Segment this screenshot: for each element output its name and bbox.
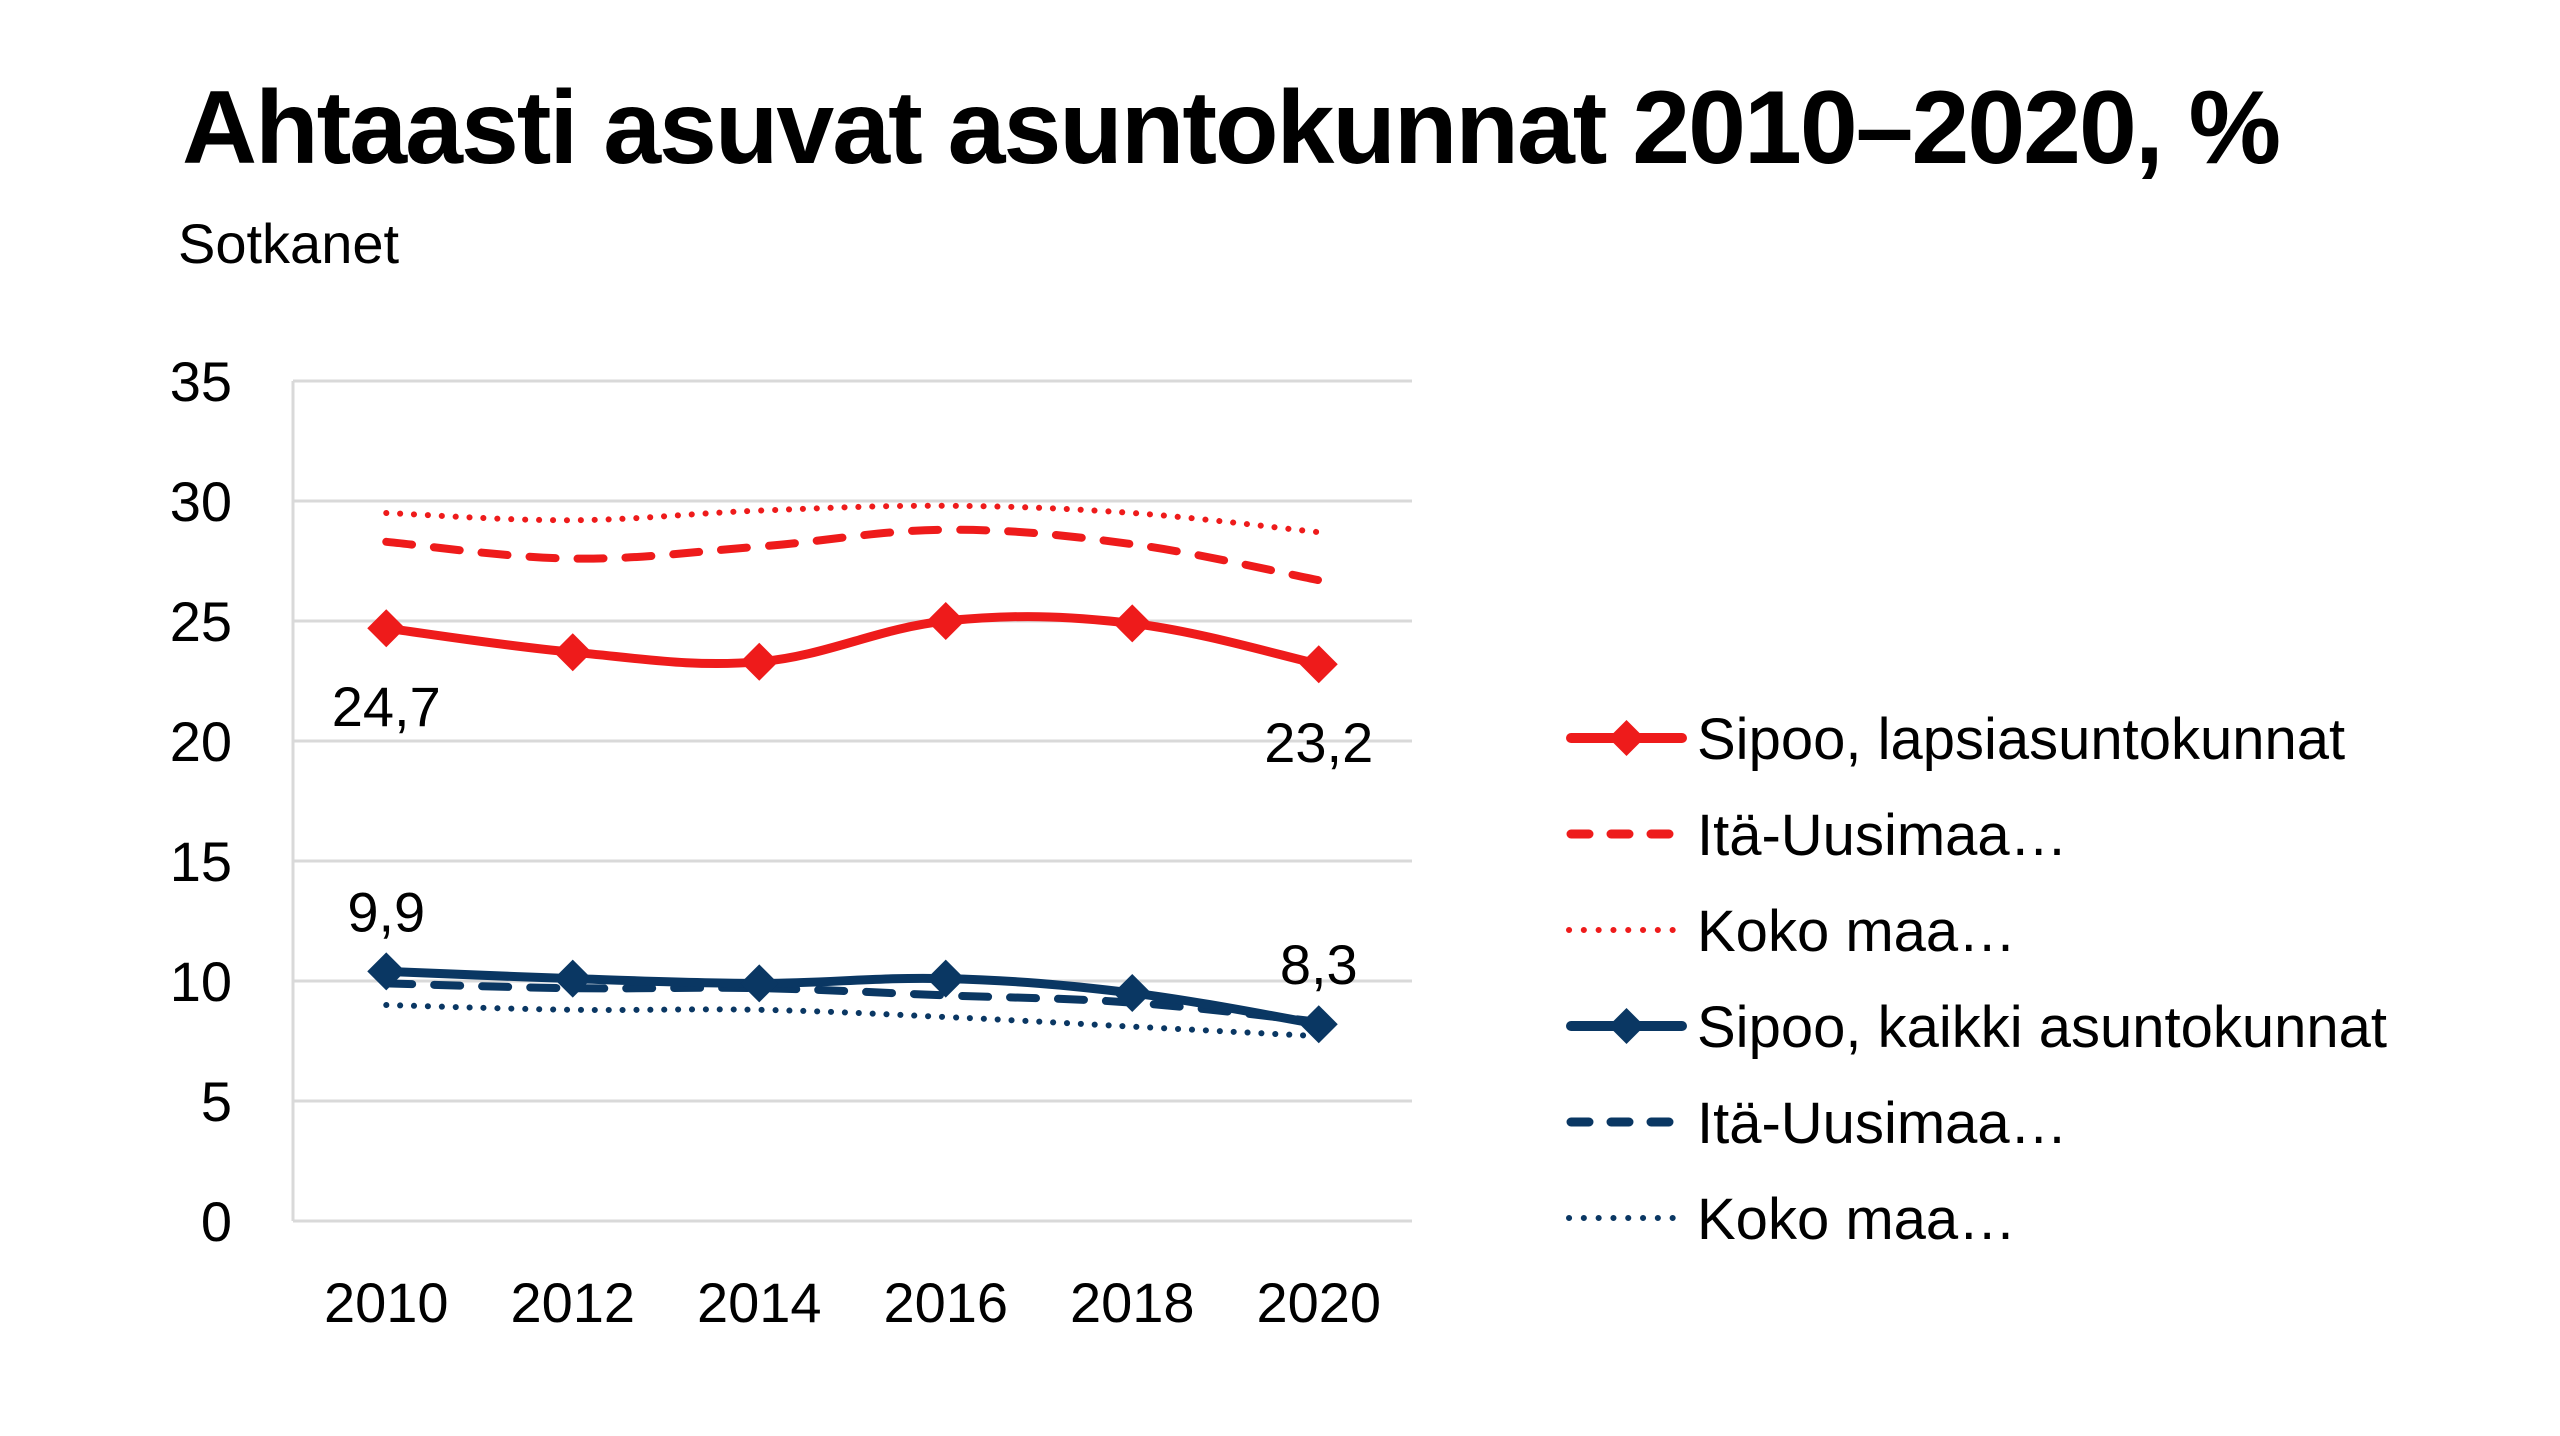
data-label: 23,2 (1264, 711, 1373, 774)
legend-item: Koko maa… (1566, 899, 2016, 964)
data-point-marker (553, 633, 592, 672)
y-axis-ticks: 0 5 10 15 20 25 30 35 (170, 350, 232, 1253)
data-point-marker (926, 602, 965, 640)
x-axis-ticks: 2010 2012 2014 2016 2018 2020 (324, 1271, 1381, 1334)
x-tick-label: 2012 (510, 1271, 635, 1334)
legend-label: Sipoo, lapsiasuntokunnat (1697, 707, 2345, 772)
y-tick-label: 15 (170, 830, 232, 893)
legend-label: Koko maa… (1697, 1187, 2016, 1252)
data-point-marker (553, 959, 592, 998)
data-point-marker (740, 642, 779, 681)
legend-item: Itä-Uusimaa… (1566, 1091, 2068, 1156)
data-point-marker (367, 609, 406, 648)
legend-item: Sipoo, lapsiasuntokunnat (1566, 707, 2345, 772)
legend-label: Itä-Uusimaa… (1697, 803, 2068, 868)
x-tick-label: 2018 (1070, 1271, 1195, 1334)
x-tick-label: 2010 (324, 1271, 449, 1334)
legend-item: Sipoo, kaikki asuntokunnat (1566, 995, 2387, 1060)
data-point-marker (367, 952, 406, 991)
series-group (367, 502, 1338, 1044)
data-point-marker (1113, 974, 1152, 1012)
data-point-marker (740, 964, 779, 1003)
chart-title: Ahtaasti asuvat asuntokunnat 2010–2020, … (182, 70, 2281, 186)
y-tick-label: 30 (170, 470, 232, 533)
data-label: 8,3 (1280, 933, 1358, 996)
y-tick-label: 10 (170, 950, 232, 1013)
data-point-marker (1299, 645, 1338, 684)
data-point-marker (1299, 1005, 1338, 1044)
legend-marker-diamond (1608, 720, 1645, 756)
y-tick-label: 35 (170, 350, 232, 413)
series-line (385, 612, 1320, 669)
series-4 (382, 979, 1323, 1026)
series-line (383, 502, 1322, 536)
y-tick-label: 5 (201, 1070, 232, 1133)
series-line (386, 966, 1320, 1029)
x-tick-label: 2020 (1256, 1271, 1381, 1334)
series-2 (383, 502, 1322, 536)
series-line (382, 525, 1323, 585)
data-point-marker (1113, 604, 1152, 643)
legend: Sipoo, lapsiasuntokunnat Itä-Uusimaa… Koko… (1566, 707, 2387, 1252)
legend-label: Itä-Uusimaa… (1697, 1091, 2068, 1156)
y-tick-label: 20 (170, 710, 232, 773)
y-tick-label: 25 (170, 590, 232, 653)
series-line (382, 979, 1323, 1026)
series-1 (382, 525, 1323, 585)
x-tick-label: 2014 (697, 1271, 822, 1334)
legend-item: Itä-Uusimaa… (1566, 803, 2068, 868)
chart-subtitle: Sotkanet (178, 212, 400, 275)
legend-symbol-solid (1566, 720, 1687, 756)
data-label: 9,9 (347, 880, 425, 943)
data-label: 24,7 (332, 675, 441, 738)
legend-marker-diamond (1608, 1008, 1645, 1044)
legend-label: Koko maa… (1697, 899, 2016, 964)
series-3 (367, 952, 1338, 1044)
y-tick-label: 0 (201, 1190, 232, 1253)
series-0 (367, 602, 1338, 684)
x-tick-label: 2016 (883, 1271, 1008, 1334)
legend-symbol-solid (1566, 1008, 1687, 1044)
legend-label: Sipoo, kaikki asuntokunnat (1697, 995, 2387, 1060)
data-point-marker (926, 959, 965, 998)
data-labels: 24,7 23,2 9,9 8,3 (332, 675, 1374, 996)
legend-item: Koko maa… (1566, 1187, 2016, 1252)
gridlines (291, 379, 1412, 1223)
